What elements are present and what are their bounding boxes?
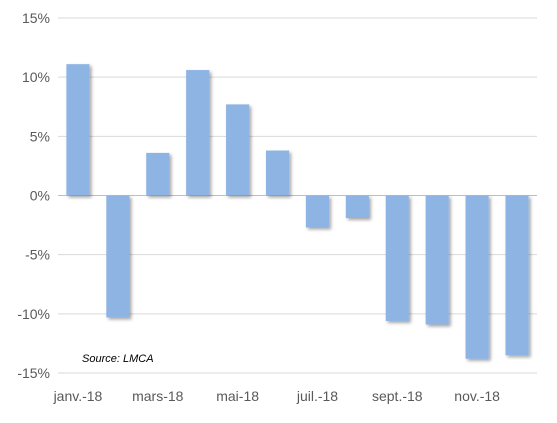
x-tick-label: mai-18 — [216, 388, 259, 404]
bar — [305, 195, 330, 228]
bar — [385, 195, 409, 321]
y-tick-label: 10% — [22, 69, 50, 85]
bar — [505, 195, 529, 356]
bar — [226, 104, 250, 196]
x-tick-label: nov.-18 — [454, 388, 500, 404]
y-tick-label: -10% — [17, 306, 50, 322]
y-tick-label: -15% — [17, 365, 50, 381]
x-tick-label: mars-18 — [132, 388, 184, 404]
y-tick-label: 5% — [30, 128, 50, 144]
x-axis-tick-labels: janv.-18 mars-18 mai-18 juil.-18 sept.-18 nov… — [53, 388, 501, 404]
gridlines — [58, 17, 537, 374]
x-tick-label: sept.-18 — [372, 388, 423, 404]
y-axis-tick-labels: 15% 10% 5% 0% -5% -10% -15% — [17, 10, 50, 381]
bar — [425, 195, 449, 325]
bars — [66, 64, 529, 359]
bar — [106, 195, 130, 318]
bar — [186, 70, 210, 196]
bar — [465, 195, 489, 359]
bar — [345, 195, 369, 218]
y-tick-label: 15% — [22, 10, 50, 26]
bar — [146, 152, 170, 196]
x-tick-label: janv.-18 — [53, 388, 103, 404]
y-tick-label: -5% — [25, 247, 50, 263]
y-tick-label: 0% — [30, 188, 50, 204]
bar — [66, 64, 90, 196]
source-note: Source: LMCA — [82, 353, 154, 365]
x-tick-label: juil.-18 — [296, 388, 338, 404]
bar — [265, 150, 290, 196]
